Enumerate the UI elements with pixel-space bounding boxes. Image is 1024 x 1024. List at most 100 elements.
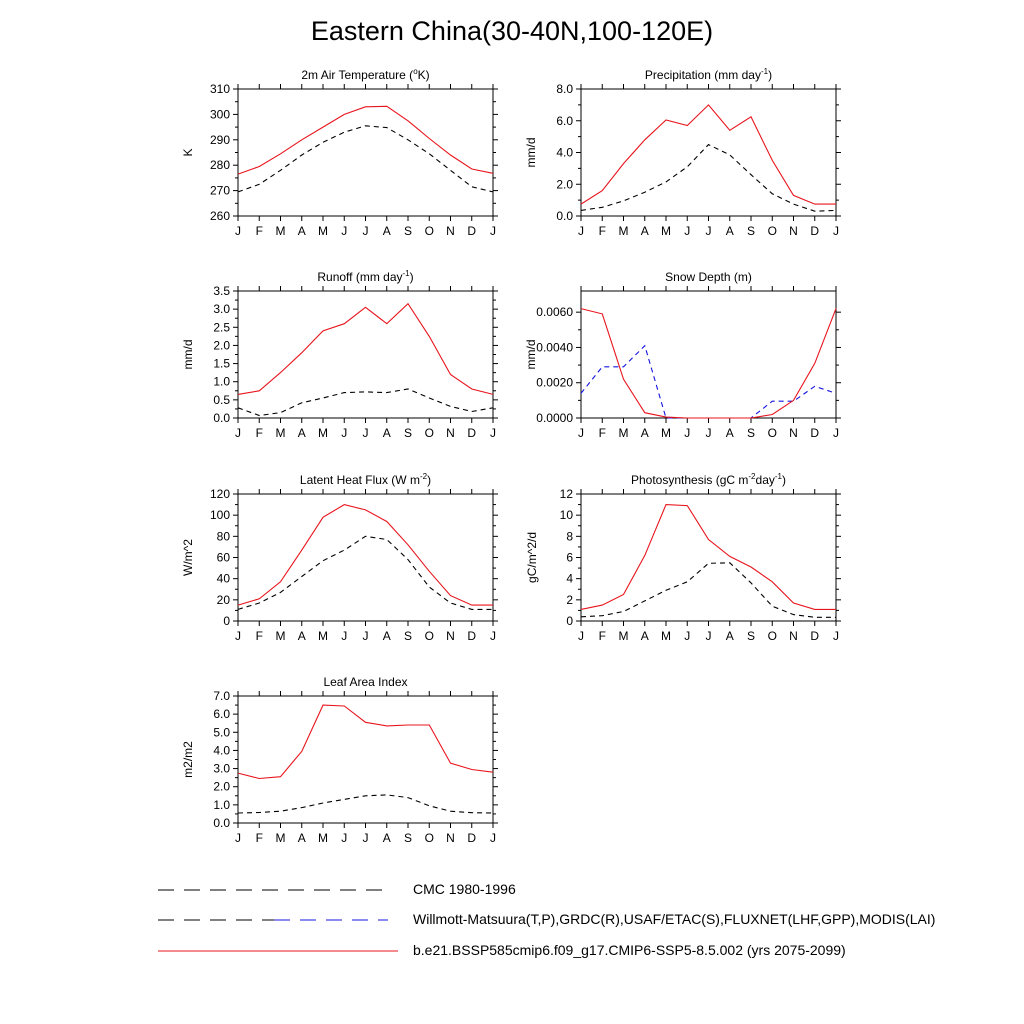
plot-frame: [580, 290, 837, 419]
x-tick-label: A: [641, 629, 649, 643]
series-line: [237, 794, 494, 814]
x-tick-label: M: [619, 426, 629, 440]
y-tick-label: 0.0020: [536, 376, 573, 390]
y-tick-label: 8: [566, 529, 573, 543]
y-tick-label: 20: [217, 593, 231, 607]
x-tick-label: M: [661, 629, 671, 643]
series-line: [580, 344, 837, 419]
x-tick-label: J: [684, 224, 690, 238]
x-tick-label: M: [318, 426, 328, 440]
x-tick-label: N: [446, 831, 455, 845]
y-axis-label: m2/m2: [181, 741, 195, 778]
x-tick-label: A: [383, 629, 391, 643]
x-tick-label: J: [235, 629, 241, 643]
series-line: [580, 104, 836, 205]
x-tick-label: O: [425, 629, 434, 643]
y-tick-label: 260: [210, 209, 230, 223]
y-tick-label: 4.0: [556, 146, 573, 160]
x-tick-label: J: [235, 426, 241, 440]
x-tick-label: M: [276, 831, 286, 845]
x-tick-label: J: [235, 224, 241, 238]
x-tick-label: F: [256, 629, 263, 643]
x-tick-label: A: [298, 426, 306, 440]
y-tick-label: 6.0: [213, 707, 230, 721]
y-tick-label: 10: [560, 508, 574, 522]
x-tick-label: J: [706, 629, 712, 643]
x-tick-label: M: [276, 224, 286, 238]
x-tick-label: A: [383, 831, 391, 845]
y-tick-label: 2: [566, 593, 573, 607]
y-tick-label: 80: [217, 529, 231, 543]
plot-frame: [237, 695, 494, 824]
plot-frame: [237, 290, 494, 419]
y-tick-label: 7.0: [213, 689, 230, 703]
y-axis-label: mm/d: [524, 138, 538, 168]
x-tick-label: M: [318, 831, 328, 845]
y-tick-label: 4: [566, 572, 573, 586]
x-tick-label: M: [276, 629, 286, 643]
panel-title: Photosynthesis (gC m-2day-1): [631, 472, 786, 487]
x-tick-label: J: [235, 831, 241, 845]
legend-label: b.e21.BSSP585cmip6.f09_g17.CMIP6-SSP5-8.…: [413, 942, 846, 958]
y-tick-label: 6.0: [556, 114, 573, 128]
x-tick-label: F: [256, 831, 263, 845]
y-tick-label: 0.0060: [536, 305, 573, 319]
y-tick-label: 0.0000: [536, 411, 573, 425]
x-tick-label: S: [747, 224, 755, 238]
y-tick-label: 0.0040: [536, 340, 573, 354]
y-tick-label: 0.0: [556, 209, 573, 223]
x-tick-label: J: [833, 426, 839, 440]
x-tick-label: F: [599, 224, 606, 238]
series-line: [580, 562, 836, 618]
x-tick-label: S: [404, 831, 412, 845]
x-tick-label: F: [599, 629, 606, 643]
x-tick-label: J: [490, 426, 496, 440]
x-tick-label: J: [363, 831, 369, 845]
x-tick-label: S: [404, 426, 412, 440]
series-line: [237, 105, 494, 175]
series-line: [237, 504, 493, 606]
series-line: [237, 125, 494, 193]
x-tick-label: J: [363, 224, 369, 238]
x-tick-label: A: [726, 426, 734, 440]
x-tick-label: J: [706, 426, 712, 440]
x-tick-label: M: [276, 426, 286, 440]
x-tick-label: O: [425, 831, 434, 845]
y-tick-label: 280: [210, 158, 230, 172]
plot-frame: [237, 88, 494, 217]
x-tick-label: M: [661, 426, 671, 440]
x-tick-label: O: [425, 426, 434, 440]
x-tick-label: M: [619, 629, 629, 643]
x-tick-label: N: [446, 426, 455, 440]
x-tick-label: J: [578, 426, 584, 440]
legend-line-icon: [158, 950, 398, 952]
y-tick-label: 270: [210, 184, 230, 198]
x-tick-label: O: [768, 224, 777, 238]
panel-title: Snow Depth (m): [665, 270, 752, 284]
x-tick-label: M: [318, 224, 328, 238]
x-tick-label: A: [298, 224, 306, 238]
x-tick-label: J: [363, 629, 369, 643]
y-tick-label: 60: [217, 551, 231, 565]
y-axis-label: mm/d: [524, 340, 538, 370]
y-tick-label: 4.0: [213, 743, 230, 757]
y-tick-label: 2.0: [213, 338, 230, 352]
series-line: [237, 388, 494, 417]
series-line: [580, 143, 837, 212]
y-tick-label: 3.0: [213, 762, 230, 776]
y-axis-label: W/m^2: [181, 539, 195, 576]
y-tick-label: 0: [223, 614, 230, 628]
x-tick-label: M: [661, 224, 671, 238]
x-tick-label: F: [256, 426, 263, 440]
x-tick-label: D: [810, 629, 819, 643]
series-line: [580, 504, 836, 610]
x-tick-label: A: [298, 831, 306, 845]
x-tick-label: J: [363, 426, 369, 440]
x-tick-label: A: [726, 629, 734, 643]
y-axis-label: K: [181, 148, 195, 156]
panel-title: Runoff (mm day-1): [317, 269, 413, 284]
